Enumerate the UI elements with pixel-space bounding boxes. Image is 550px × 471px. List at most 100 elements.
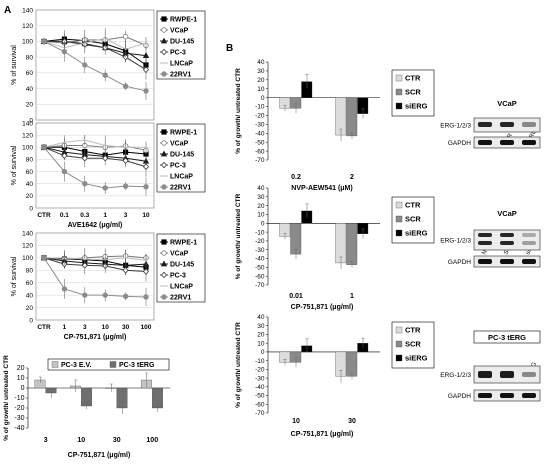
blot-title: VCaP	[497, 209, 517, 218]
data-point	[104, 144, 106, 147]
x-tick-label: 0.2	[291, 174, 301, 181]
legend-marker	[161, 71, 167, 77]
legend-marker	[161, 27, 167, 33]
legend-swatch	[395, 354, 403, 362]
legend-marker	[160, 150, 168, 157]
band	[522, 393, 536, 398]
series-line	[43, 146, 147, 189]
legend-label: VCaP	[170, 251, 189, 258]
y-tick-label: 20	[26, 102, 34, 109]
legend-label: RWPE-1	[170, 240, 197, 247]
y-tick-label: -10	[14, 395, 24, 402]
y-tick-label: 10	[257, 212, 265, 219]
y-tick-label: -20	[255, 367, 265, 374]
legend-box	[47, 358, 170, 371]
y-axis-label: % of survival	[11, 256, 18, 296]
series-line	[43, 257, 147, 298]
blot-title-box	[473, 330, 541, 344]
legend-label: SCR	[405, 88, 421, 97]
y-tick-label: 140	[22, 7, 33, 14]
legend-marker	[161, 294, 167, 300]
plot-area	[35, 122, 155, 209]
x-tick-label: 1	[350, 293, 354, 300]
legend-label: RWPE-1	[170, 130, 197, 137]
legend-swatch	[395, 88, 403, 96]
series-line	[43, 36, 147, 46]
data-point	[102, 72, 108, 78]
y-axis-label: % of survival	[11, 45, 18, 85]
y-axis-label: % of growth/ untreated CTR	[235, 68, 242, 154]
legend: CTR SCR siERG	[391, 196, 435, 244]
y-tick-label: 20	[257, 332, 265, 339]
legend-swatch	[109, 361, 117, 368]
y-tick-label: 30	[257, 68, 265, 75]
data-point	[122, 157, 129, 164]
legend-box	[156, 123, 206, 193]
row-label-gapdh: GAPDH	[448, 393, 471, 400]
data-point	[145, 146, 147, 149]
y-tick-label: 100	[22, 39, 33, 46]
series-22rv1	[41, 144, 149, 196]
y-tick-label: -70	[255, 410, 265, 417]
y-tick-label: -70	[255, 157, 265, 164]
data-point	[61, 152, 68, 160]
y-tick-label: -10	[255, 358, 265, 365]
legend-label: RWPE-1	[170, 17, 197, 24]
legend-label: 22RV1	[170, 295, 191, 302]
band	[522, 122, 536, 127]
legend-label: PC-3	[170, 273, 186, 280]
legend-marker	[160, 37, 168, 44]
band	[522, 259, 536, 264]
legend-label: siERG	[405, 102, 428, 111]
x-tick-label: 0.01	[289, 293, 303, 300]
legend-swatch	[395, 201, 403, 209]
legend-label: LNCaP	[170, 174, 193, 181]
y-tick-label: 0	[261, 349, 265, 356]
data-point	[61, 168, 68, 175]
data-point	[145, 42, 147, 44]
series-pc-3	[40, 254, 150, 282]
bar	[346, 97, 358, 137]
y-tick-label: -70	[255, 282, 265, 289]
data-point	[63, 141, 66, 144]
x-tick-label: 1	[103, 212, 107, 219]
plot-area	[35, 9, 155, 121]
series-line	[44, 257, 147, 261]
y-tick-label: -60	[255, 401, 265, 408]
y-tick-label: 40	[257, 314, 265, 321]
legend: RWPE-1 VCaP DU-145 PC-3 LNCaP 22RV1	[156, 10, 206, 80]
y-axis-label: % of growth/ untreated CTR	[3, 355, 10, 441]
data-point	[41, 255, 47, 261]
series-line	[43, 257, 147, 273]
legend-box	[156, 233, 206, 303]
x-axis-label: NVP-AEW541 (μM)	[291, 185, 352, 192]
bar-chart-5: -70 -60 -50 -40-30 -20 -10 0 10 20 30 40 0.2 2 NVP-AE…	[235, 59, 435, 192]
legend-marker	[160, 48, 168, 56]
y-tick-label: 0	[29, 117, 33, 124]
band	[522, 372, 536, 377]
data-point	[63, 257, 66, 259]
band	[478, 393, 492, 398]
y-tick-label: -30	[14, 415, 24, 422]
band	[478, 122, 492, 127]
legend-swatch	[395, 229, 403, 237]
legend-label: CTR	[405, 326, 421, 335]
legend-swatch	[51, 361, 59, 368]
data-point	[61, 48, 68, 55]
x-tick-label: 10	[142, 212, 150, 219]
y-tick-label: -50	[255, 265, 265, 272]
band	[478, 140, 492, 145]
x-axis-label: CP-751,871 (μg/ml)	[64, 334, 127, 341]
legend-label: VCaP	[170, 28, 189, 35]
legend-marker	[160, 161, 168, 169]
row-label-gapdh: GAPDH	[448, 259, 471, 266]
y-tick-label: 140	[22, 230, 33, 237]
x-tick-label: 30	[348, 418, 356, 425]
legend-marker	[161, 16, 167, 22]
y-tick-label: 80	[26, 268, 34, 275]
data-point	[41, 38, 47, 45]
y-axis-label: % of survival	[11, 145, 18, 185]
x-tick-label: 0.1	[60, 212, 69, 219]
